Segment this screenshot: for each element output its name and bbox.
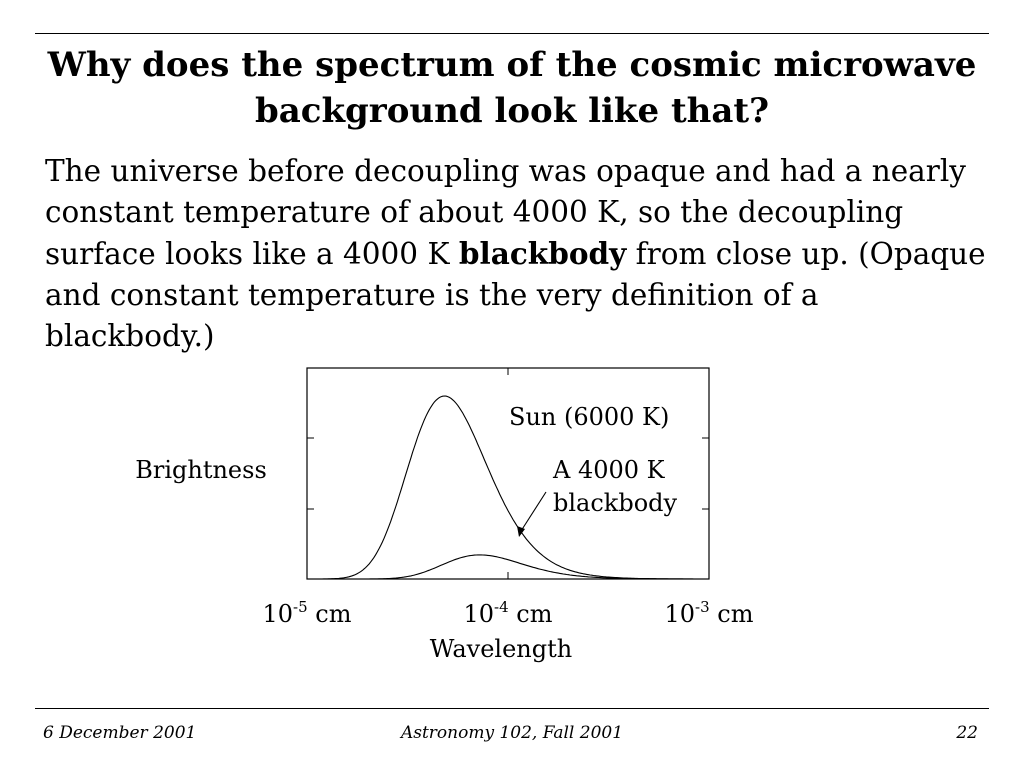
x-tick-labels: 10-5 cm 10-4 cm 10-3 cm bbox=[263, 598, 754, 628]
x-tick-label: 10-4 cm bbox=[464, 598, 553, 628]
frame-ticks bbox=[307, 368, 709, 579]
blackbody-label-line: blackbody bbox=[553, 489, 678, 517]
bottom-rule bbox=[35, 708, 989, 709]
top-rule bbox=[35, 33, 989, 34]
x-axis-label: Wavelength bbox=[430, 635, 572, 663]
footer-date: 6 December 2001 bbox=[43, 723, 197, 743]
arrowhead-icon bbox=[517, 526, 525, 537]
y-axis-label: Brightness bbox=[135, 456, 267, 484]
body-paragraph: The universe before decoupling was opaqu… bbox=[45, 151, 995, 357]
x-tick-label: 10-3 cm bbox=[665, 598, 754, 628]
blackbody-label-line: A 4000 K bbox=[552, 456, 666, 484]
body-text-part1: The universe before decoupling was opaqu… bbox=[45, 154, 966, 271]
blackbody-curve-label: A 4000 K blackbody bbox=[552, 456, 678, 517]
blackbody-4000k-curve bbox=[307, 554, 709, 580]
pointer-arrow bbox=[520, 491, 547, 532]
body-text-part2: from close up. (Opaque and constant temp… bbox=[45, 237, 986, 353]
sun-curve-label: Sun (6000 K) bbox=[509, 403, 669, 431]
footer-page-number: 22 bbox=[956, 723, 978, 743]
body-bold-term: blackbody bbox=[458, 236, 627, 271]
footer-course: Astronomy 102, Fall 2001 bbox=[400, 723, 624, 743]
x-tick-label: 10-5 cm bbox=[263, 598, 352, 628]
slide-title: Why does the spectrum of the cosmic micr… bbox=[47, 45, 977, 131]
